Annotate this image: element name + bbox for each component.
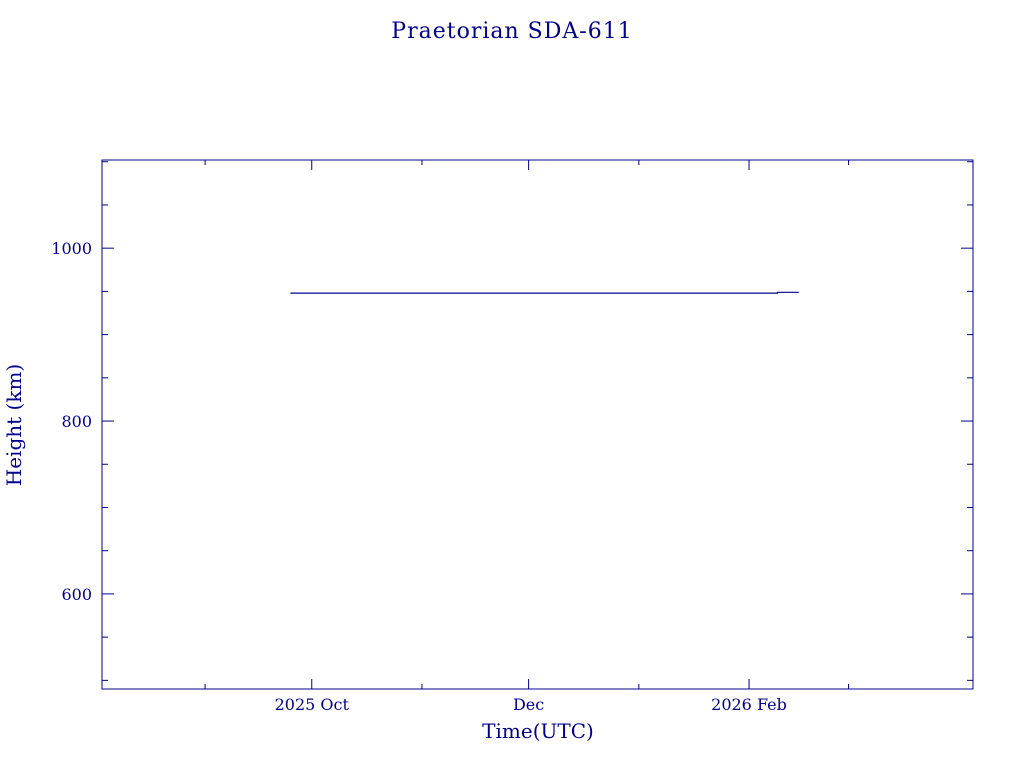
chart-title: Praetorian SDA-611 — [391, 19, 632, 44]
x-tick-label: 2026 Feb — [711, 695, 787, 714]
plot-frame — [101, 159, 974, 690]
x-axis-label: Time(UTC) — [482, 719, 594, 743]
y-tick-label: 1000 — [51, 239, 92, 258]
series-layer — [290, 291, 799, 294]
y-tick-label: 800 — [61, 412, 92, 431]
axis-tick-labels: 2025 Oct Dec 2026 Feb 600 800 1000 — [51, 239, 787, 714]
y-tick-label: 600 — [61, 585, 92, 604]
axis-ticks — [102, 160, 973, 689]
x-tick-label: 2025 Oct — [275, 695, 350, 714]
x-tick-label: Dec — [513, 695, 544, 714]
y-axis-label: Height (km) — [2, 364, 26, 486]
height-series-line — [290, 291, 799, 294]
